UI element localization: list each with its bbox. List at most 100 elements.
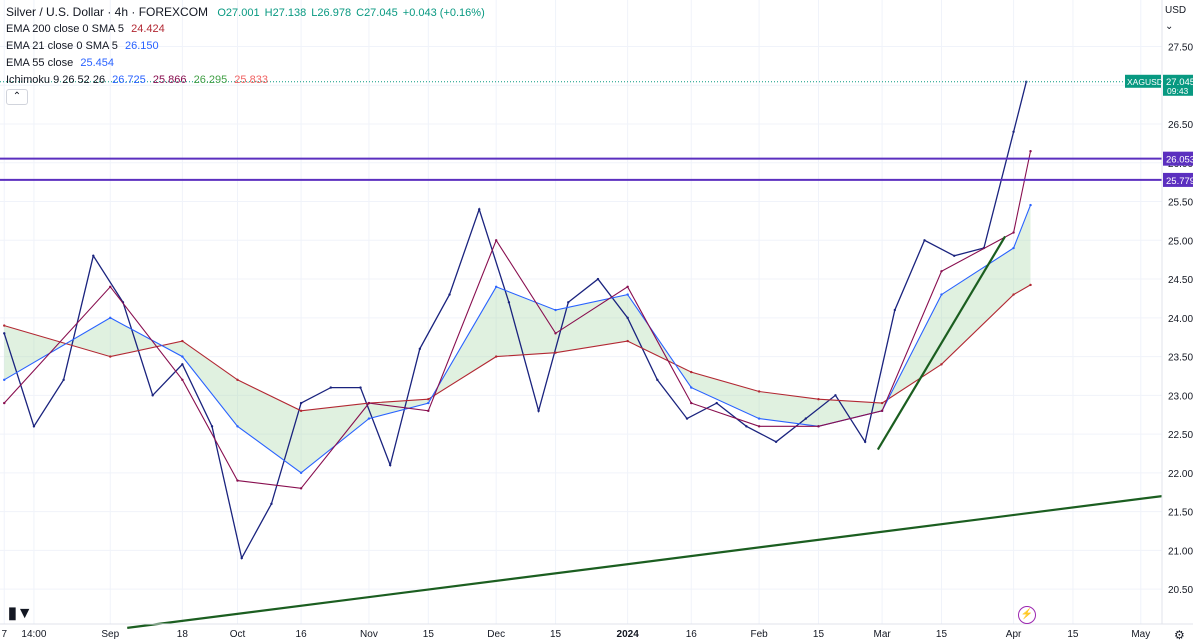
x-tick-label: 18 bbox=[177, 629, 189, 640]
indicator-label: EMA 200 close 0 SMA 5 bbox=[6, 23, 125, 35]
indicator-label: EMA 55 close bbox=[6, 57, 74, 69]
last-price-tag bbox=[1163, 74, 1193, 96]
data-point bbox=[690, 386, 693, 389]
data-point bbox=[418, 347, 422, 351]
high-value: H27.138 bbox=[264, 7, 307, 19]
gear-icon[interactable]: ⚙ bbox=[1174, 628, 1185, 642]
x-tick-label: 2024 bbox=[617, 629, 640, 640]
data-point bbox=[626, 293, 629, 296]
open-value: O27.001 bbox=[217, 7, 260, 19]
data-point bbox=[299, 409, 303, 413]
indicator-value: 26.725 bbox=[112, 74, 146, 86]
indicator-ema21[interactable]: EMA 21 close 0 SMA 5 26.150 bbox=[6, 38, 489, 55]
symbol-title[interactable]: Silver / U.S. Dollar · 4h · FOREXCOM bbox=[6, 5, 209, 19]
data-point bbox=[427, 409, 430, 413]
indicator-ema200[interactable]: EMA 200 close 0 SMA 5 24.424 bbox=[6, 21, 489, 38]
indicator-value: 26.150 bbox=[124, 40, 159, 52]
data-point bbox=[1012, 293, 1015, 296]
level-tag bbox=[1163, 172, 1193, 187]
symbol-tag-label: XAGUSD bbox=[1127, 77, 1163, 87]
y-tick-label: 25.500 bbox=[1168, 198, 1193, 209]
y-tick-label: 23.500 bbox=[1168, 353, 1193, 364]
trendline[interactable] bbox=[127, 495, 1163, 629]
data-point bbox=[626, 339, 629, 343]
data-point bbox=[236, 378, 239, 382]
data-point bbox=[554, 332, 557, 335]
x-tick-label: 15 bbox=[423, 629, 435, 640]
data-point bbox=[299, 471, 303, 475]
x-tick-label: 15 bbox=[936, 629, 948, 640]
data-point bbox=[427, 398, 430, 401]
y-tick-label: 23.000 bbox=[1168, 391, 1193, 402]
x-tick-label: Oct bbox=[230, 629, 246, 640]
collapse-legend-button[interactable]: ⌃ bbox=[6, 89, 28, 105]
data-point bbox=[507, 301, 511, 304]
x-tick-label: 14:00 bbox=[21, 629, 46, 640]
price-axis[interactable] bbox=[1162, 0, 1193, 643]
data-point bbox=[774, 440, 778, 444]
data-point bbox=[367, 417, 371, 420]
data-point bbox=[715, 401, 718, 405]
data-point bbox=[32, 425, 36, 428]
countdown-label: 09:43 bbox=[1167, 86, 1189, 96]
data-point bbox=[359, 386, 362, 389]
trendline[interactable] bbox=[876, 235, 1007, 451]
data-point bbox=[626, 285, 629, 289]
x-tick-label: Dec bbox=[487, 629, 505, 640]
indicator-value: 26.295 bbox=[193, 74, 228, 86]
x-tick-label: 15 bbox=[813, 629, 825, 640]
symbol-tag bbox=[1125, 74, 1161, 88]
y-tick-label: 24.500 bbox=[1168, 275, 1193, 286]
tradingview-logo-icon[interactable]: ▮▼ bbox=[8, 605, 33, 622]
data-point bbox=[151, 394, 154, 397]
data-point bbox=[745, 425, 748, 428]
data-point bbox=[554, 308, 557, 312]
data-point bbox=[690, 370, 693, 374]
horizontal-levels[interactable] bbox=[0, 81, 1162, 181]
y-tick-label: 22.000 bbox=[1168, 469, 1193, 480]
data-point bbox=[494, 355, 498, 358]
data-point bbox=[181, 363, 184, 366]
data-point bbox=[596, 277, 600, 281]
data-point bbox=[1029, 203, 1032, 207]
data-point bbox=[236, 479, 239, 482]
x-tick-label: Feb bbox=[750, 629, 768, 640]
y-tick-label: 20.500 bbox=[1168, 585, 1193, 596]
data-point bbox=[3, 324, 6, 327]
data-point bbox=[3, 378, 6, 382]
x-tick-label: Sep bbox=[101, 629, 119, 640]
indicator-ema55[interactable]: EMA 55 close 25.454 bbox=[6, 55, 489, 72]
x-tick-label: Mar bbox=[873, 629, 891, 640]
level-tag bbox=[1163, 151, 1193, 166]
data-point bbox=[109, 285, 112, 289]
data-point bbox=[299, 487, 303, 490]
y-tick-label: 26.500 bbox=[1168, 120, 1193, 131]
data-point bbox=[626, 316, 629, 320]
y-tick-label: 22.500 bbox=[1168, 430, 1193, 441]
data-point bbox=[690, 401, 693, 405]
legend-symbol-row: Silver / U.S. Dollar · 4h · FOREXCOM O27… bbox=[6, 4, 489, 21]
data-point bbox=[834, 394, 837, 397]
x-tick-label: 15 bbox=[550, 629, 562, 640]
y-tick-label: 25.000 bbox=[1168, 236, 1193, 247]
x-tick-label: 16 bbox=[296, 629, 308, 640]
x-tick-label: Nov bbox=[360, 629, 378, 640]
data-point bbox=[893, 308, 897, 312]
data-point bbox=[757, 390, 761, 393]
data-point bbox=[210, 425, 214, 428]
lightning-icon[interactable]: ⚡ bbox=[1018, 606, 1036, 624]
x-tick-label: May bbox=[1131, 629, 1150, 640]
currency-selector[interactable]: USD ⌄ bbox=[1165, 3, 1191, 32]
data-point bbox=[685, 417, 689, 420]
data-point bbox=[804, 417, 807, 420]
last-price-label: 27.045 bbox=[1166, 77, 1193, 88]
trendlines[interactable] bbox=[127, 235, 1163, 629]
indicator-ichimoku[interactable]: Ichimoku 9 26 52 26 26.725 25.866 26.295… bbox=[6, 72, 489, 89]
grid bbox=[0, 0, 1162, 624]
data-point bbox=[1029, 149, 1032, 153]
data-point bbox=[880, 401, 884, 405]
indicator-value: 24.424 bbox=[131, 23, 165, 35]
x-tick-label: Apr bbox=[1006, 629, 1022, 640]
